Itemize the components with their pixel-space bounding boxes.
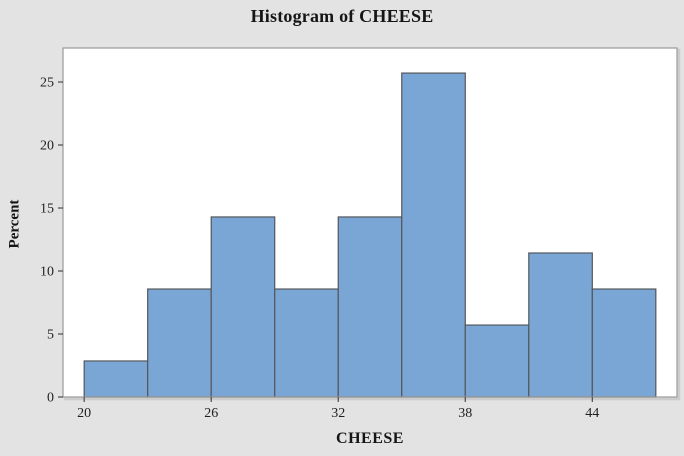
plot-frame: [62, 47, 678, 398]
chart-title: Histogram of CHEESE: [250, 6, 434, 26]
x-axis-label: CHEESE: [336, 430, 404, 447]
y-tick-label: 25: [40, 76, 54, 91]
histogram-bar: [591, 288, 657, 398]
histogram-bar: [401, 72, 466, 398]
y-tick-label: 0: [47, 391, 54, 406]
histogram-bar: [274, 288, 339, 398]
histogram-bar: [528, 252, 593, 398]
histogram-bar: [83, 360, 149, 398]
x-tick-label: 44: [585, 406, 599, 421]
x-tick-label: 20: [77, 406, 91, 421]
y-tick-label: 15: [40, 202, 54, 217]
y-tick-label: 20: [40, 139, 54, 154]
y-tick-label: 5: [47, 328, 54, 343]
x-tick-label: 26: [204, 406, 218, 421]
x-tick-label: 38: [458, 406, 472, 421]
histogram-bar: [337, 216, 403, 398]
histogram-bar: [147, 288, 212, 398]
y-tick-label: 10: [40, 265, 54, 280]
histogram-bar: [464, 324, 530, 398]
x-tick-label: 32: [331, 406, 345, 421]
histogram-bar: [210, 216, 276, 398]
